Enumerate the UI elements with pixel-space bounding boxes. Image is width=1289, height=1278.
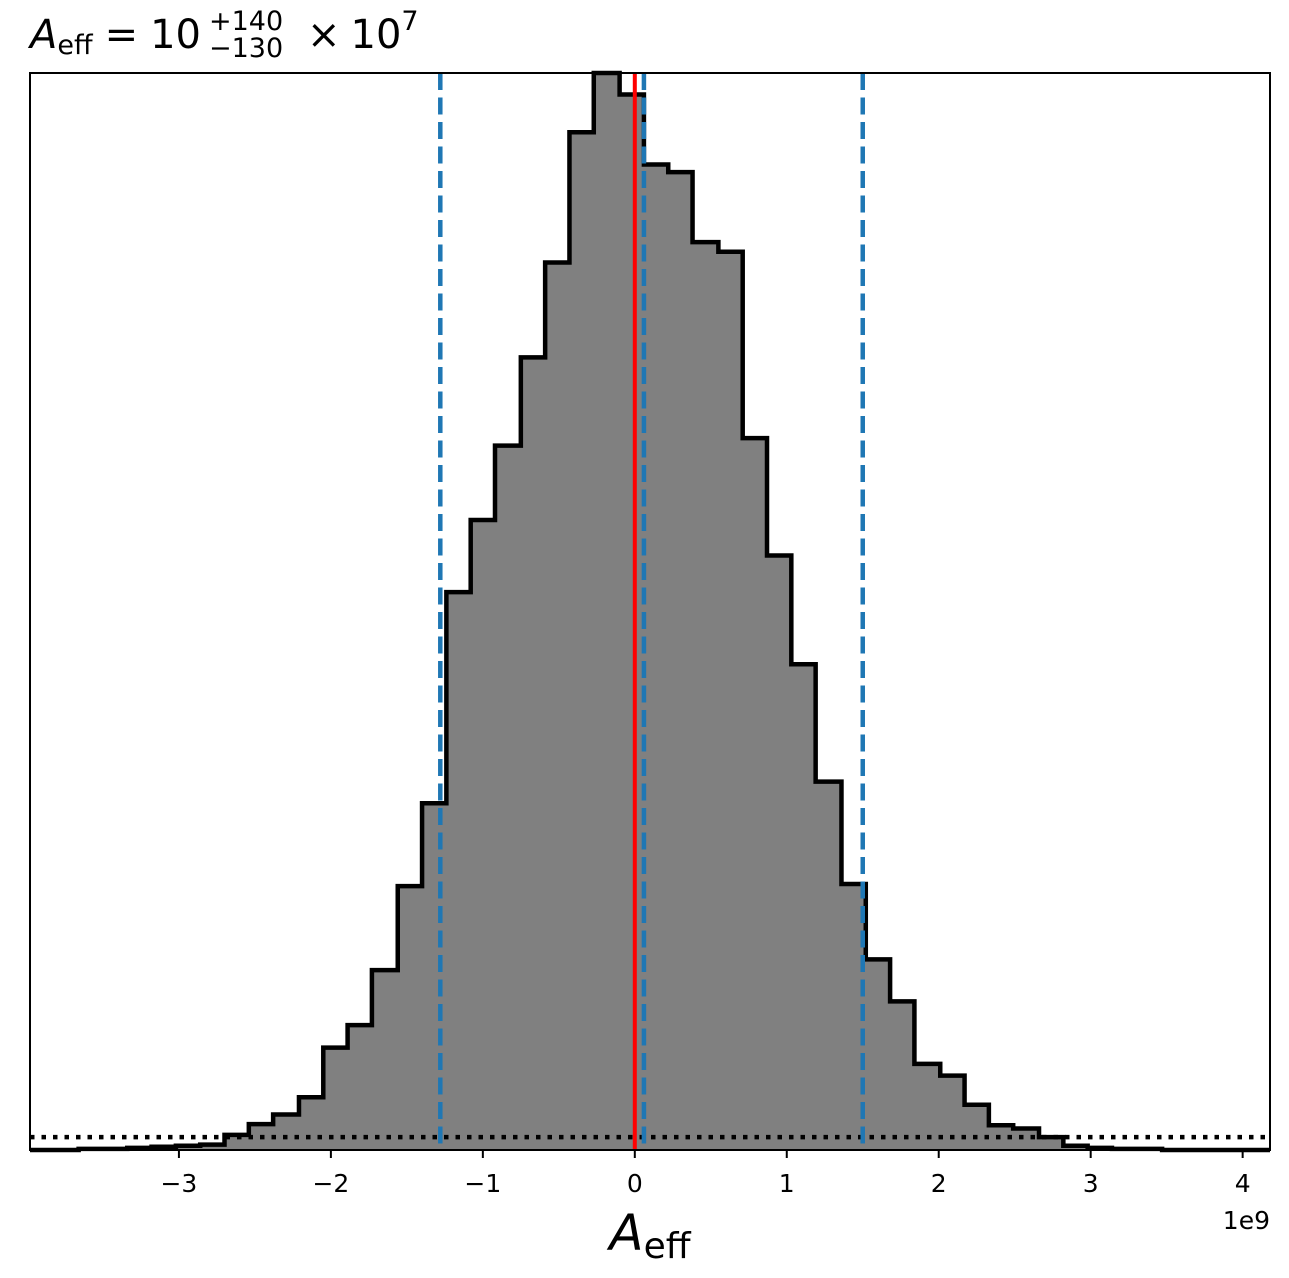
x-tick-label: −3 <box>160 1169 197 1198</box>
histogram-bar <box>273 1114 300 1150</box>
histogram-bar <box>545 262 570 1150</box>
x-axis-label-symbol: A <box>606 1204 643 1262</box>
histogram-bar <box>569 132 595 1151</box>
x-tick-label: 0 <box>627 1169 643 1198</box>
x-axis-label-sub: eff <box>644 1226 692 1267</box>
histogram-bar <box>422 803 447 1150</box>
title-symbol-sub: eff <box>57 30 94 61</box>
histogram-bar <box>593 73 621 1150</box>
histogram-bar <box>791 664 817 1150</box>
title-err-plus: +140 <box>209 6 283 37</box>
x-tick-label: −1 <box>464 1169 501 1198</box>
x-tick-label: −2 <box>312 1169 349 1198</box>
histogram-bar <box>1039 1137 1064 1150</box>
x-tick-label: 2 <box>931 1169 947 1198</box>
histogram-bar <box>692 242 719 1151</box>
histogram-bar <box>298 1097 324 1150</box>
histogram-bar <box>347 1025 373 1150</box>
x-axis-ticks: −3 −2 −1 0 1 2 3 4 <box>160 1150 1251 1198</box>
histogram-bar <box>668 172 694 1151</box>
histogram-bar <box>371 970 399 1150</box>
x-tick-label: 3 <box>1083 1169 1099 1198</box>
histogram-bar <box>1013 1128 1040 1150</box>
title-scale-base: 10 <box>351 12 402 58</box>
title-times: × <box>307 12 341 58</box>
histogram-bar <box>520 357 546 1150</box>
histogram-bar <box>397 886 423 1150</box>
histogram-bar <box>224 1134 250 1150</box>
title-symbol: A <box>27 12 57 58</box>
title-scale-exp: 7 <box>401 6 418 37</box>
histogram-bar <box>643 164 669 1151</box>
x-axis-offset-label: 1e9 <box>1223 1206 1270 1235</box>
plot-frame <box>29 72 1271 1151</box>
title-scale: × 107 <box>307 6 419 58</box>
histogram-bar <box>964 1104 990 1150</box>
histogram-bars <box>78 73 1163 1151</box>
histogram-bar <box>200 1144 226 1150</box>
histogram-bar <box>742 438 768 1150</box>
histogram-bar <box>718 251 744 1151</box>
histogram-bar <box>495 445 522 1151</box>
title-equals: = <box>105 12 139 58</box>
histogram-bar <box>470 519 496 1150</box>
chart-title: Aeff = 10 <box>27 12 201 61</box>
histogram-bar <box>767 555 792 1150</box>
histogram-outline <box>30 70 1270 1153</box>
histogram-bar <box>323 1047 349 1150</box>
x-tick-label: 1 <box>779 1169 795 1198</box>
histogram-bar <box>815 781 842 1150</box>
title-err-minus: −130 <box>209 33 283 64</box>
title-base: 10 <box>150 12 201 58</box>
histogram-bar <box>890 1001 915 1150</box>
histogram-bar <box>446 592 472 1150</box>
histogram-bar <box>619 94 645 1150</box>
reference-lines <box>30 73 1270 1150</box>
x-tick-label: 4 <box>1235 1169 1251 1198</box>
x-axis-label: Aeff <box>606 1204 691 1267</box>
histogram-bar <box>865 959 891 1150</box>
